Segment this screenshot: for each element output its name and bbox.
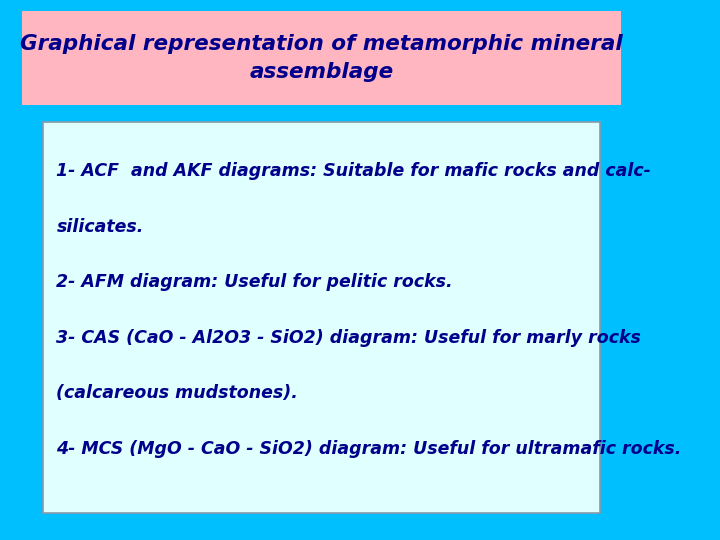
Text: 3- CAS (CaO - Al2O3 - SiO2) diagram: Useful for marly rocks: 3- CAS (CaO - Al2O3 - SiO2) diagram: Use… xyxy=(56,329,642,347)
Text: (calcareous mudstones).: (calcareous mudstones). xyxy=(56,384,298,402)
Text: silicates.: silicates. xyxy=(56,218,144,235)
Text: 2- AFM diagram: Useful for pelitic rocks.: 2- AFM diagram: Useful for pelitic rocks… xyxy=(56,273,453,291)
FancyBboxPatch shape xyxy=(43,122,600,513)
FancyBboxPatch shape xyxy=(22,11,621,105)
Text: Graphical representation of metamorphic mineral
assemblage: Graphical representation of metamorphic … xyxy=(20,34,623,82)
Text: 1- ACF  and AKF diagrams: Suitable for mafic rocks and calc-: 1- ACF and AKF diagrams: Suitable for ma… xyxy=(56,162,652,180)
Text: 4- MCS (MgO - CaO - SiO2) diagram: Useful for ultramafic rocks.: 4- MCS (MgO - CaO - SiO2) diagram: Usefu… xyxy=(56,440,682,458)
